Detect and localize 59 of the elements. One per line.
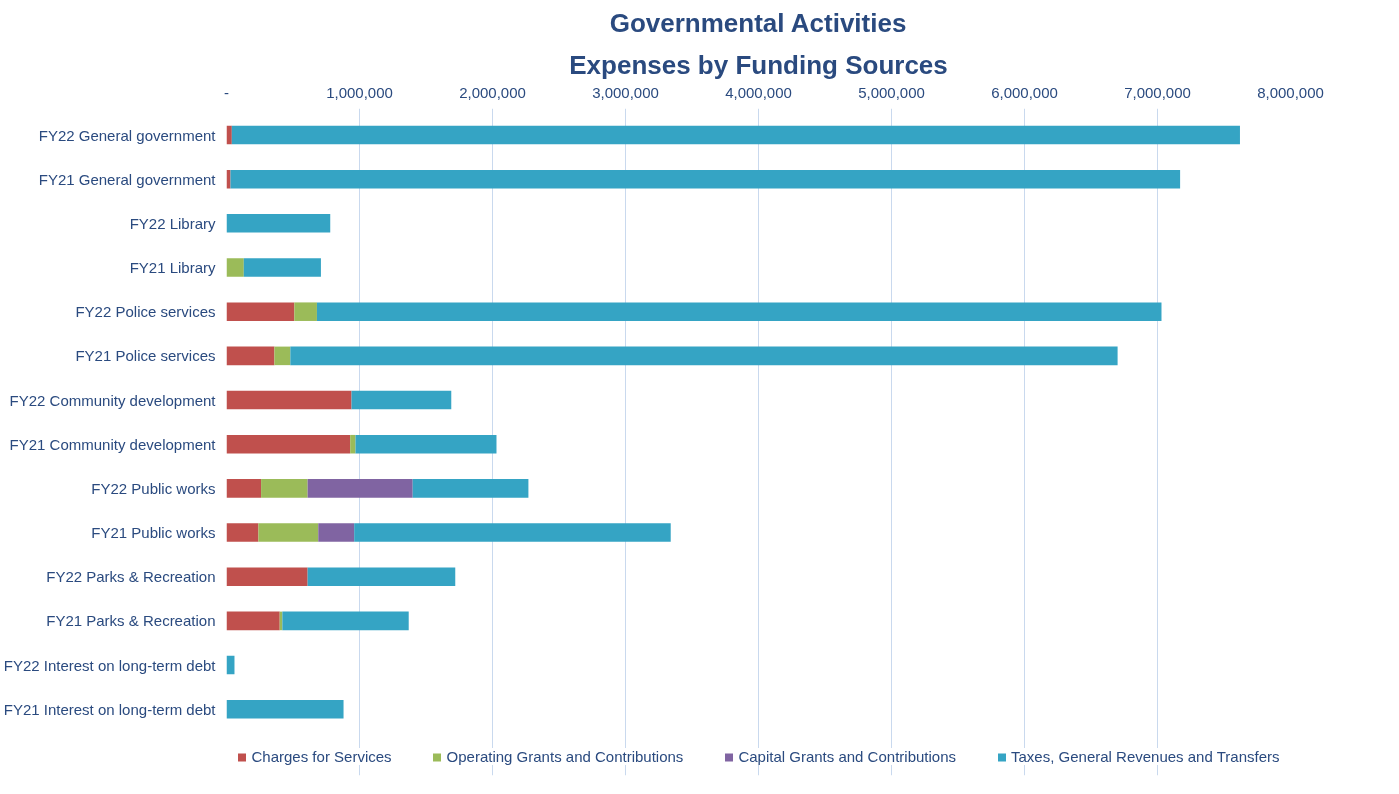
bar — [226, 302, 295, 321]
y-tick-label: FY22 Police services — [75, 303, 216, 321]
bar — [243, 258, 321, 277]
legend-label: Charges for Services — [251, 748, 392, 765]
y-tick-label: FY22 General government — [38, 126, 217, 144]
bar — [412, 479, 529, 498]
chart-subtitle: Expenses by Funding Sources — [569, 49, 948, 80]
bar — [226, 523, 259, 542]
x-tick-label: 3,000,000 — [592, 83, 659, 101]
x-tick-label: 6,000,000 — [991, 83, 1058, 101]
chart-title: Governmental Activities — [609, 7, 907, 38]
x-tick-label: 8,000,000 — [1257, 83, 1324, 101]
bar — [274, 346, 291, 366]
y-tick-label: FY21 Community development — [9, 435, 217, 453]
bar — [355, 434, 497, 454]
bar — [226, 125, 232, 145]
bar — [226, 346, 275, 366]
y-tick-label: FY21 Parks & Recreation — [46, 612, 216, 630]
bar — [226, 567, 308, 586]
bar — [226, 214, 331, 233]
bar — [230, 169, 1181, 189]
y-tick-label: FY22 Interest on long-term debt — [3, 656, 217, 674]
bar — [226, 258, 244, 277]
y-tick-label: FY21 General government — [38, 170, 217, 188]
bar — [258, 523, 319, 542]
x-tick-label: 7,000,000 — [1124, 83, 1191, 101]
legend-label: Capital Grants and Contributions — [738, 748, 957, 765]
x-tick-label: - — [224, 83, 229, 101]
y-tick-label: FY21 Library — [129, 259, 216, 277]
x-tick-label: 1,000,000 — [326, 83, 393, 101]
y-tick-label: FY21 Police services — [75, 347, 216, 365]
bar — [282, 611, 409, 631]
bar — [354, 523, 671, 542]
bar — [316, 302, 1162, 321]
bar — [307, 479, 413, 498]
bar — [290, 346, 1118, 366]
y-tick-label: FY22 Public works — [91, 479, 216, 497]
x-tick-label: 2,000,000 — [459, 83, 526, 101]
bar — [261, 479, 308, 498]
bar — [226, 390, 352, 410]
y-tick-label: FY21 Interest on long-term debt — [3, 700, 217, 718]
bar — [226, 699, 344, 719]
bar — [351, 390, 452, 410]
y-tick-label: FY22 Parks & Recreation — [46, 568, 216, 586]
y-tick-label: FY22 Community development — [9, 391, 217, 409]
bar — [226, 611, 280, 631]
bar — [350, 434, 356, 454]
y-tick-label: FY22 Library — [129, 214, 216, 232]
legend-label: Operating Grants and Contributions — [446, 748, 684, 765]
legend-label: Taxes, General Revenues and Transfers — [1011, 748, 1280, 765]
bar — [318, 523, 355, 542]
bar — [226, 479, 262, 498]
x-tick-label: 4,000,000 — [725, 83, 792, 101]
x-tick-label: 5,000,000 — [858, 83, 925, 101]
bar — [307, 567, 456, 586]
bar — [226, 434, 351, 454]
bar — [294, 302, 317, 321]
y-tick-label: FY21 Public works — [91, 524, 216, 542]
bar — [231, 125, 1240, 145]
